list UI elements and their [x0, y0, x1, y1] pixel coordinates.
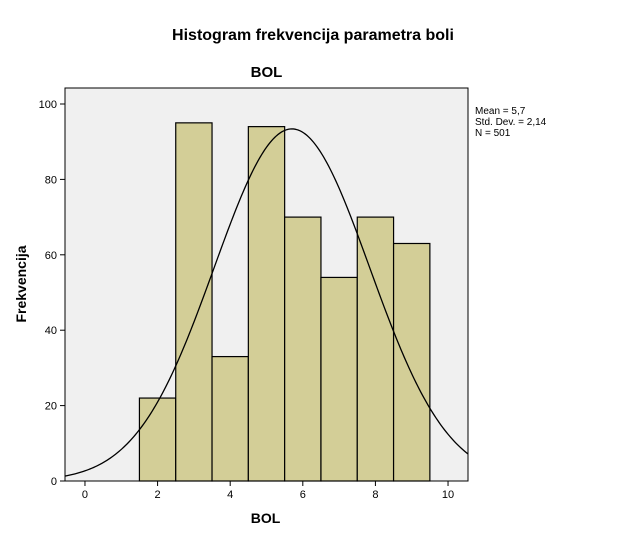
histogram-bar: [247, 126, 286, 482]
histogram-bar: [356, 216, 395, 482]
axes-layer: 0 20 40 60 80 100 0 2 4 6 8 10: [39, 99, 455, 501]
normal-curve: [64, 128, 469, 477]
y-tick-label: 40: [45, 325, 57, 337]
x-tick-label: 10: [442, 489, 454, 501]
chart-title: BOL: [251, 64, 283, 81]
x-tick-label: 4: [227, 489, 233, 501]
histogram-bar: [392, 242, 431, 482]
y-axis-label: Frekvencija: [13, 245, 29, 322]
histogram-bar: [211, 355, 249, 482]
stats-n: N = 501: [475, 128, 511, 139]
stats-std-dev: Std. Dev. = 2,14: [475, 117, 547, 128]
x-tick-label: 8: [372, 489, 378, 501]
x-tick-label: 0: [82, 489, 88, 501]
stats-mean: Mean = 5,7: [475, 106, 526, 117]
y-tick-label: 20: [45, 401, 57, 413]
y-tick-label: 80: [45, 174, 57, 186]
histogram-bar: [320, 276, 358, 482]
x-axis-label: BOL: [251, 510, 281, 526]
histogram-bar: [284, 216, 322, 482]
y-tick-label: 100: [39, 99, 57, 111]
x-tick-label: 6: [300, 489, 306, 501]
stats-box: Mean = 5,7 Std. Dev. = 2,14 N = 501: [475, 106, 547, 139]
bars-layer: [138, 122, 431, 482]
x-tick-label: 2: [155, 489, 161, 501]
figure-title: Histogram frekvencija parametra boli: [172, 27, 454, 44]
y-tick-label: 0: [51, 476, 57, 488]
histogram-bar: [175, 122, 213, 482]
histogram-bar: [138, 397, 177, 482]
y-tick-label: 60: [45, 250, 57, 262]
